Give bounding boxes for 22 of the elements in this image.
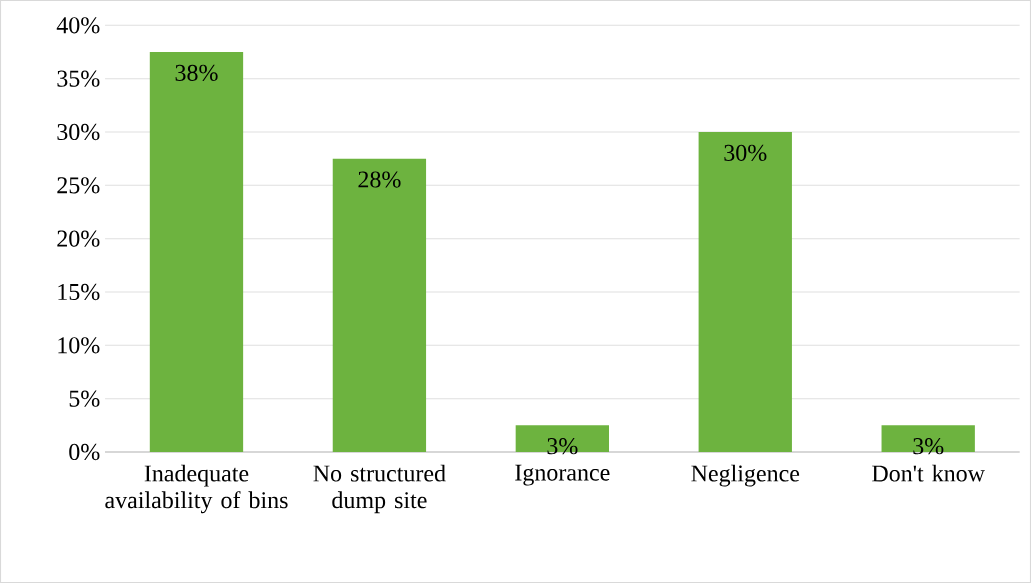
y-tick-label: 25% — [57, 177, 100, 194]
data-label: 3% — [547, 438, 578, 455]
x-tick-label: Don't know — [872, 464, 985, 482]
y-tick-label: 10% — [58, 337, 100, 354]
y-tick-label: 5% — [69, 390, 100, 407]
x-tick-label: No structured dump site — [313, 464, 446, 514]
data-label: 30% — [724, 144, 767, 161]
y-tick-label: 20% — [57, 230, 100, 247]
data-label: 3% — [913, 438, 944, 455]
bar — [698, 132, 792, 452]
data-label: 28% — [358, 171, 401, 188]
data-label: 38% — [175, 64, 218, 81]
y-tick-label: 15% — [58, 283, 100, 301]
x-tick-label: Ignorance — [515, 464, 610, 486]
y-tick-label: 0% — [69, 443, 100, 461]
y-tick-label: 35% — [57, 70, 100, 87]
bar — [149, 52, 244, 452]
x-tick-label: Inadequate availability of bins — [105, 464, 288, 514]
y-tick-label: 30% — [57, 123, 100, 141]
bar — [332, 158, 427, 452]
y-tick-label: 40% — [56, 17, 100, 34]
x-tick-label: Negligence — [691, 464, 800, 487]
